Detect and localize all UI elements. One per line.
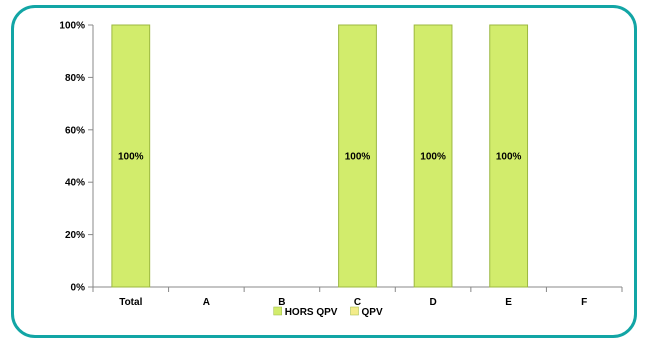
y-tick-label: 60% (65, 125, 85, 136)
y-axis: 0% 20% 40% 60% 80% 100% (59, 21, 94, 294)
legend-swatch (350, 306, 359, 316)
x-tick-label: C (354, 297, 361, 308)
bar-e-hors-qpv (489, 24, 529, 288)
y-tick-label: 20% (65, 230, 85, 241)
x-tick-label: F (581, 297, 587, 308)
y-tick-label: 40% (65, 178, 85, 189)
y-tick-label: 80% (65, 73, 85, 84)
data-label: 100% (496, 152, 522, 163)
x-tick-label: D (429, 297, 436, 308)
legend-swatch (273, 306, 282, 316)
legend-label: QPV (362, 307, 383, 318)
legend: HORS QPV QPV (273, 306, 383, 318)
legend-label: HORS QPV (285, 307, 338, 318)
data-labels: 100% 100% 100% 100% (118, 152, 522, 163)
x-tick-label: A (203, 297, 210, 308)
data-label: 100% (420, 152, 446, 163)
x-tick-label: B (278, 297, 285, 308)
x-tick-label: Total (119, 297, 142, 308)
data-label: 100% (345, 152, 371, 163)
x-axis: Total A B C D E F (92, 286, 623, 308)
bars (111, 24, 529, 288)
bar-total-hors-qpv (111, 24, 151, 288)
data-label: 100% (118, 152, 144, 163)
x-tick-label: E (505, 297, 512, 308)
y-tick-label: 0% (71, 283, 86, 294)
bar-c-hors-qpv (338, 24, 377, 288)
y-tick-label: 100% (59, 21, 85, 32)
bar-d-hors-qpv (413, 24, 453, 288)
